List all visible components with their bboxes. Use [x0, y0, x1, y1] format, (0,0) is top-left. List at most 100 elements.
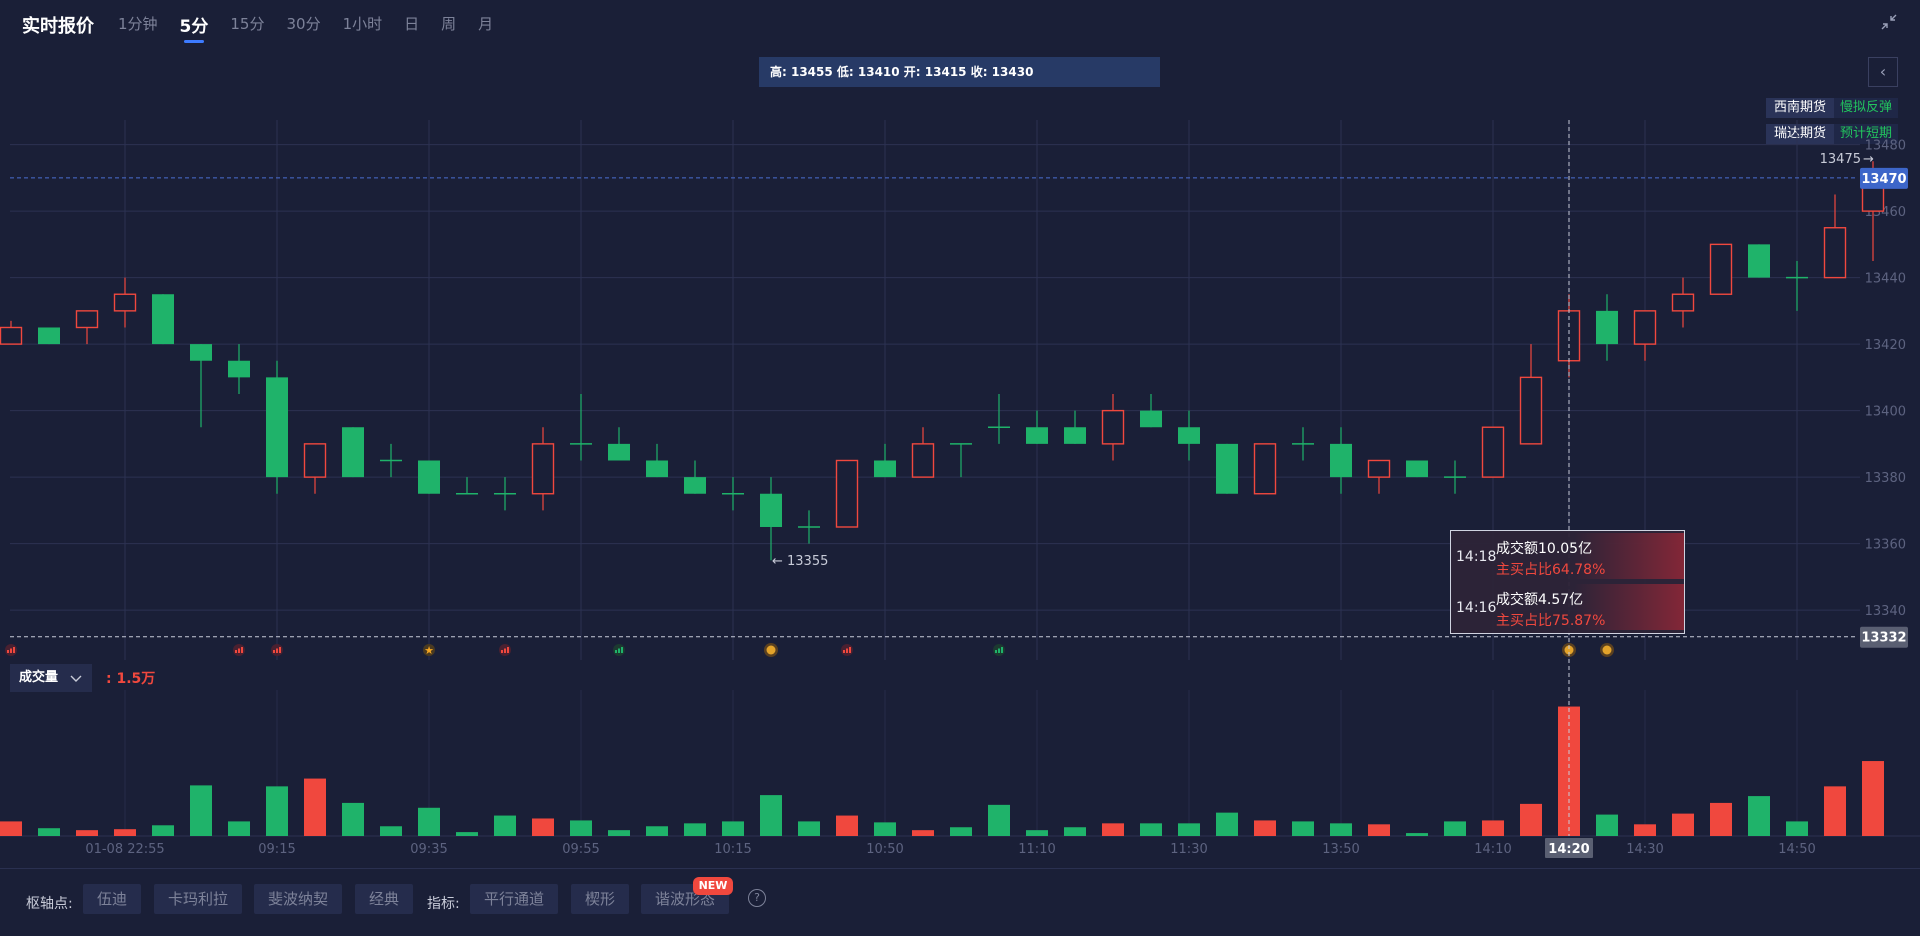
tab-5min[interactable]: 5分	[180, 12, 208, 43]
volume-bar	[1368, 824, 1390, 836]
y-tick-label: 13420	[1865, 338, 1906, 353]
candle-body	[1367, 459, 1391, 478]
broker-name: 瑞达期货	[1765, 124, 1834, 144]
volume-bar	[1672, 813, 1694, 836]
top-bar: 实时报价 1分钟 5分 15分 30分 1小时 日 周 月	[0, 0, 1920, 48]
candle-body	[418, 460, 440, 494]
candle-body	[303, 443, 327, 478]
bars-icon-bar	[618, 648, 620, 653]
tab-month[interactable]: 月	[478, 15, 494, 33]
tab-day[interactable]: 日	[404, 15, 420, 33]
bars-icon-bar	[13, 647, 15, 653]
period-tabs: 1分钟 5分 15分 30分 1小时 日 周 月	[118, 13, 515, 43]
pivot-camarilla-button[interactable]: 卡玛利拉	[154, 884, 242, 914]
bars-icon-bar	[241, 647, 243, 653]
tab-week[interactable]: 周	[441, 15, 457, 33]
crosshair-price-tag	[1860, 626, 1908, 648]
pivot-classic-button[interactable]: 经典	[355, 884, 413, 914]
volume-bar	[1254, 820, 1276, 836]
broker-view-2[interactable]: 瑞达期货 预计短期	[1765, 124, 1898, 144]
tab-1min[interactable]: 1分钟	[118, 15, 158, 33]
volume-bar	[1634, 824, 1656, 836]
y-tick-label: 13480	[1865, 139, 1906, 154]
candle-body	[228, 360, 250, 378]
broker-view-1[interactable]: 西南期货 慢拟反弹	[1765, 98, 1898, 118]
volume-bar	[342, 802, 364, 836]
expand-panel-button[interactable]: ‹	[1868, 57, 1898, 87]
toolbar-bottom: 枢轴点: 伍迪 卡玛利拉 斐波纳契 经典 指标: 平行通道 楔形 谐波形态 NE…	[0, 868, 1920, 936]
candle-body	[684, 477, 706, 494]
volume-bar	[570, 820, 592, 836]
x-tick-label: 09:55	[562, 842, 599, 857]
volume-bar	[0, 821, 22, 836]
low-marker-label: 13355	[787, 554, 828, 569]
bars-icon-bar	[1001, 647, 1003, 653]
candle-body	[152, 294, 174, 345]
pivot-fibonacci-button[interactable]: 斐波纳契	[254, 884, 342, 914]
candle-body	[1519, 376, 1543, 445]
tooltip-amount: 成交额10.05亿	[1496, 541, 1593, 557]
volume-bar	[190, 785, 212, 836]
volume-bar	[646, 826, 668, 836]
candle-body	[266, 377, 288, 478]
volume-bar	[76, 830, 98, 836]
volume-bar	[1140, 823, 1162, 836]
candle-body	[75, 310, 99, 329]
x-tick-label: 09:35	[410, 842, 447, 857]
volume-bar	[1292, 821, 1314, 836]
volume-bar	[1482, 820, 1504, 836]
candle-body	[342, 427, 364, 478]
current-price-label: 13470	[1861, 172, 1906, 187]
high-marker-arrow: →	[1863, 152, 1874, 167]
x-tick-label: 10:50	[866, 842, 903, 857]
volume-selector[interactable]: 成交量	[10, 664, 92, 692]
candlestick-chart[interactable]: 1334013360133801340013420134401346013480…	[0, 0, 1920, 868]
bars-icon-bar	[504, 648, 506, 653]
volume-bar	[836, 815, 858, 836]
help-icon[interactable]: ?	[748, 889, 766, 907]
x-tick-label: 09:15	[258, 842, 295, 857]
candle-body	[190, 344, 212, 361]
candle-body	[1596, 310, 1618, 345]
volume-bar	[304, 778, 326, 836]
indicator-parallel-channel-button[interactable]: 平行通道	[470, 884, 558, 914]
star-icon	[423, 644, 435, 656]
tab-15min[interactable]: 15分	[230, 15, 265, 33]
candle-body	[1101, 409, 1125, 445]
collapse-icon[interactable]	[1880, 14, 1898, 32]
y-tick-label: 13400	[1865, 405, 1906, 420]
x-tick-label: 11:30	[1170, 842, 1207, 857]
bars-icon-bar	[998, 648, 1000, 653]
tab-30min[interactable]: 30分	[286, 15, 321, 33]
low-marker-arrow: ←	[772, 554, 783, 569]
candle-body	[1330, 443, 1352, 478]
indicator-label: 指标:	[427, 896, 460, 912]
volume-bar	[684, 823, 706, 836]
volume-bar	[380, 826, 402, 836]
volume-bar	[494, 815, 516, 836]
trade-tooltip: 14:18 成交额10.05亿 主买占比64.78% 14:16 成交额4.57…	[1450, 530, 1685, 634]
bars-icon-bar	[279, 647, 281, 653]
bars-icon-bar	[276, 648, 278, 653]
volume-bar	[1178, 823, 1200, 836]
candle-body	[1406, 460, 1428, 478]
volume-bar	[1824, 786, 1846, 836]
x-tick-label: 11:10	[1018, 842, 1055, 857]
volume-bar	[114, 829, 136, 836]
y-tick-label: 13380	[1865, 471, 1906, 486]
volume-bar	[1216, 812, 1238, 836]
pivot-label: 枢轴点:	[26, 896, 73, 912]
candle-body	[1671, 293, 1695, 312]
volume-bar	[1064, 827, 1086, 836]
y-tick-label: 13340	[1865, 604, 1906, 619]
current-price-tag	[1860, 167, 1908, 189]
tooltip-ratio: 主买占比64.78%	[1496, 562, 1606, 578]
volume-bar	[228, 821, 250, 836]
indicator-wedge-button[interactable]: 楔形	[571, 884, 629, 914]
y-tick-label: 13360	[1865, 538, 1906, 553]
page-title: 实时报价	[22, 16, 94, 37]
star-glyph: ★	[424, 644, 434, 657]
pivot-woodie-button[interactable]: 伍迪	[83, 884, 141, 914]
tab-1hour[interactable]: 1小时	[342, 15, 383, 33]
candle-body	[38, 327, 60, 345]
